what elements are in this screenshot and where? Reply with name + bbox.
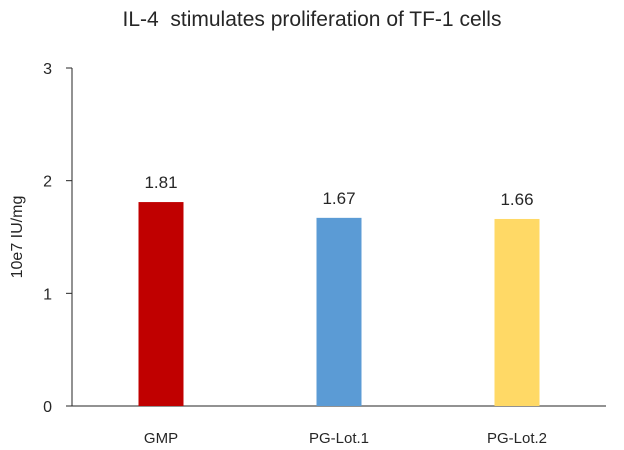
x-tick-label: PG-Lot.2	[487, 430, 547, 447]
y-tick-label: 1	[43, 286, 52, 303]
x-tick-label: GMP	[144, 430, 178, 447]
value-labels: 1.81 1.67 1.66	[144, 173, 533, 209]
bar-gmp	[138, 202, 184, 406]
chart-title: IL-4 stimulates proliferation of TF-1 ce…	[122, 8, 502, 31]
y-axis-label: 10e7 IU/mg	[9, 196, 26, 279]
bar-pg-lot-2	[494, 218, 540, 406]
x-ticks: GMP PG-Lot.1 PG-Lot.2	[144, 430, 547, 447]
bars	[138, 202, 540, 406]
x-tick-label: PG-Lot.1	[309, 430, 369, 447]
data-label: 1.81	[144, 173, 177, 192]
y-tick-label: 2	[43, 174, 52, 191]
y-ticks: 0 1 2 3	[43, 61, 72, 416]
data-label: 1.66	[500, 190, 533, 209]
y-tick-label: 3	[43, 61, 52, 78]
bar-pg-lot-1	[316, 217, 362, 406]
data-label: 1.67	[322, 189, 355, 208]
y-tick-label: 0	[43, 399, 52, 416]
